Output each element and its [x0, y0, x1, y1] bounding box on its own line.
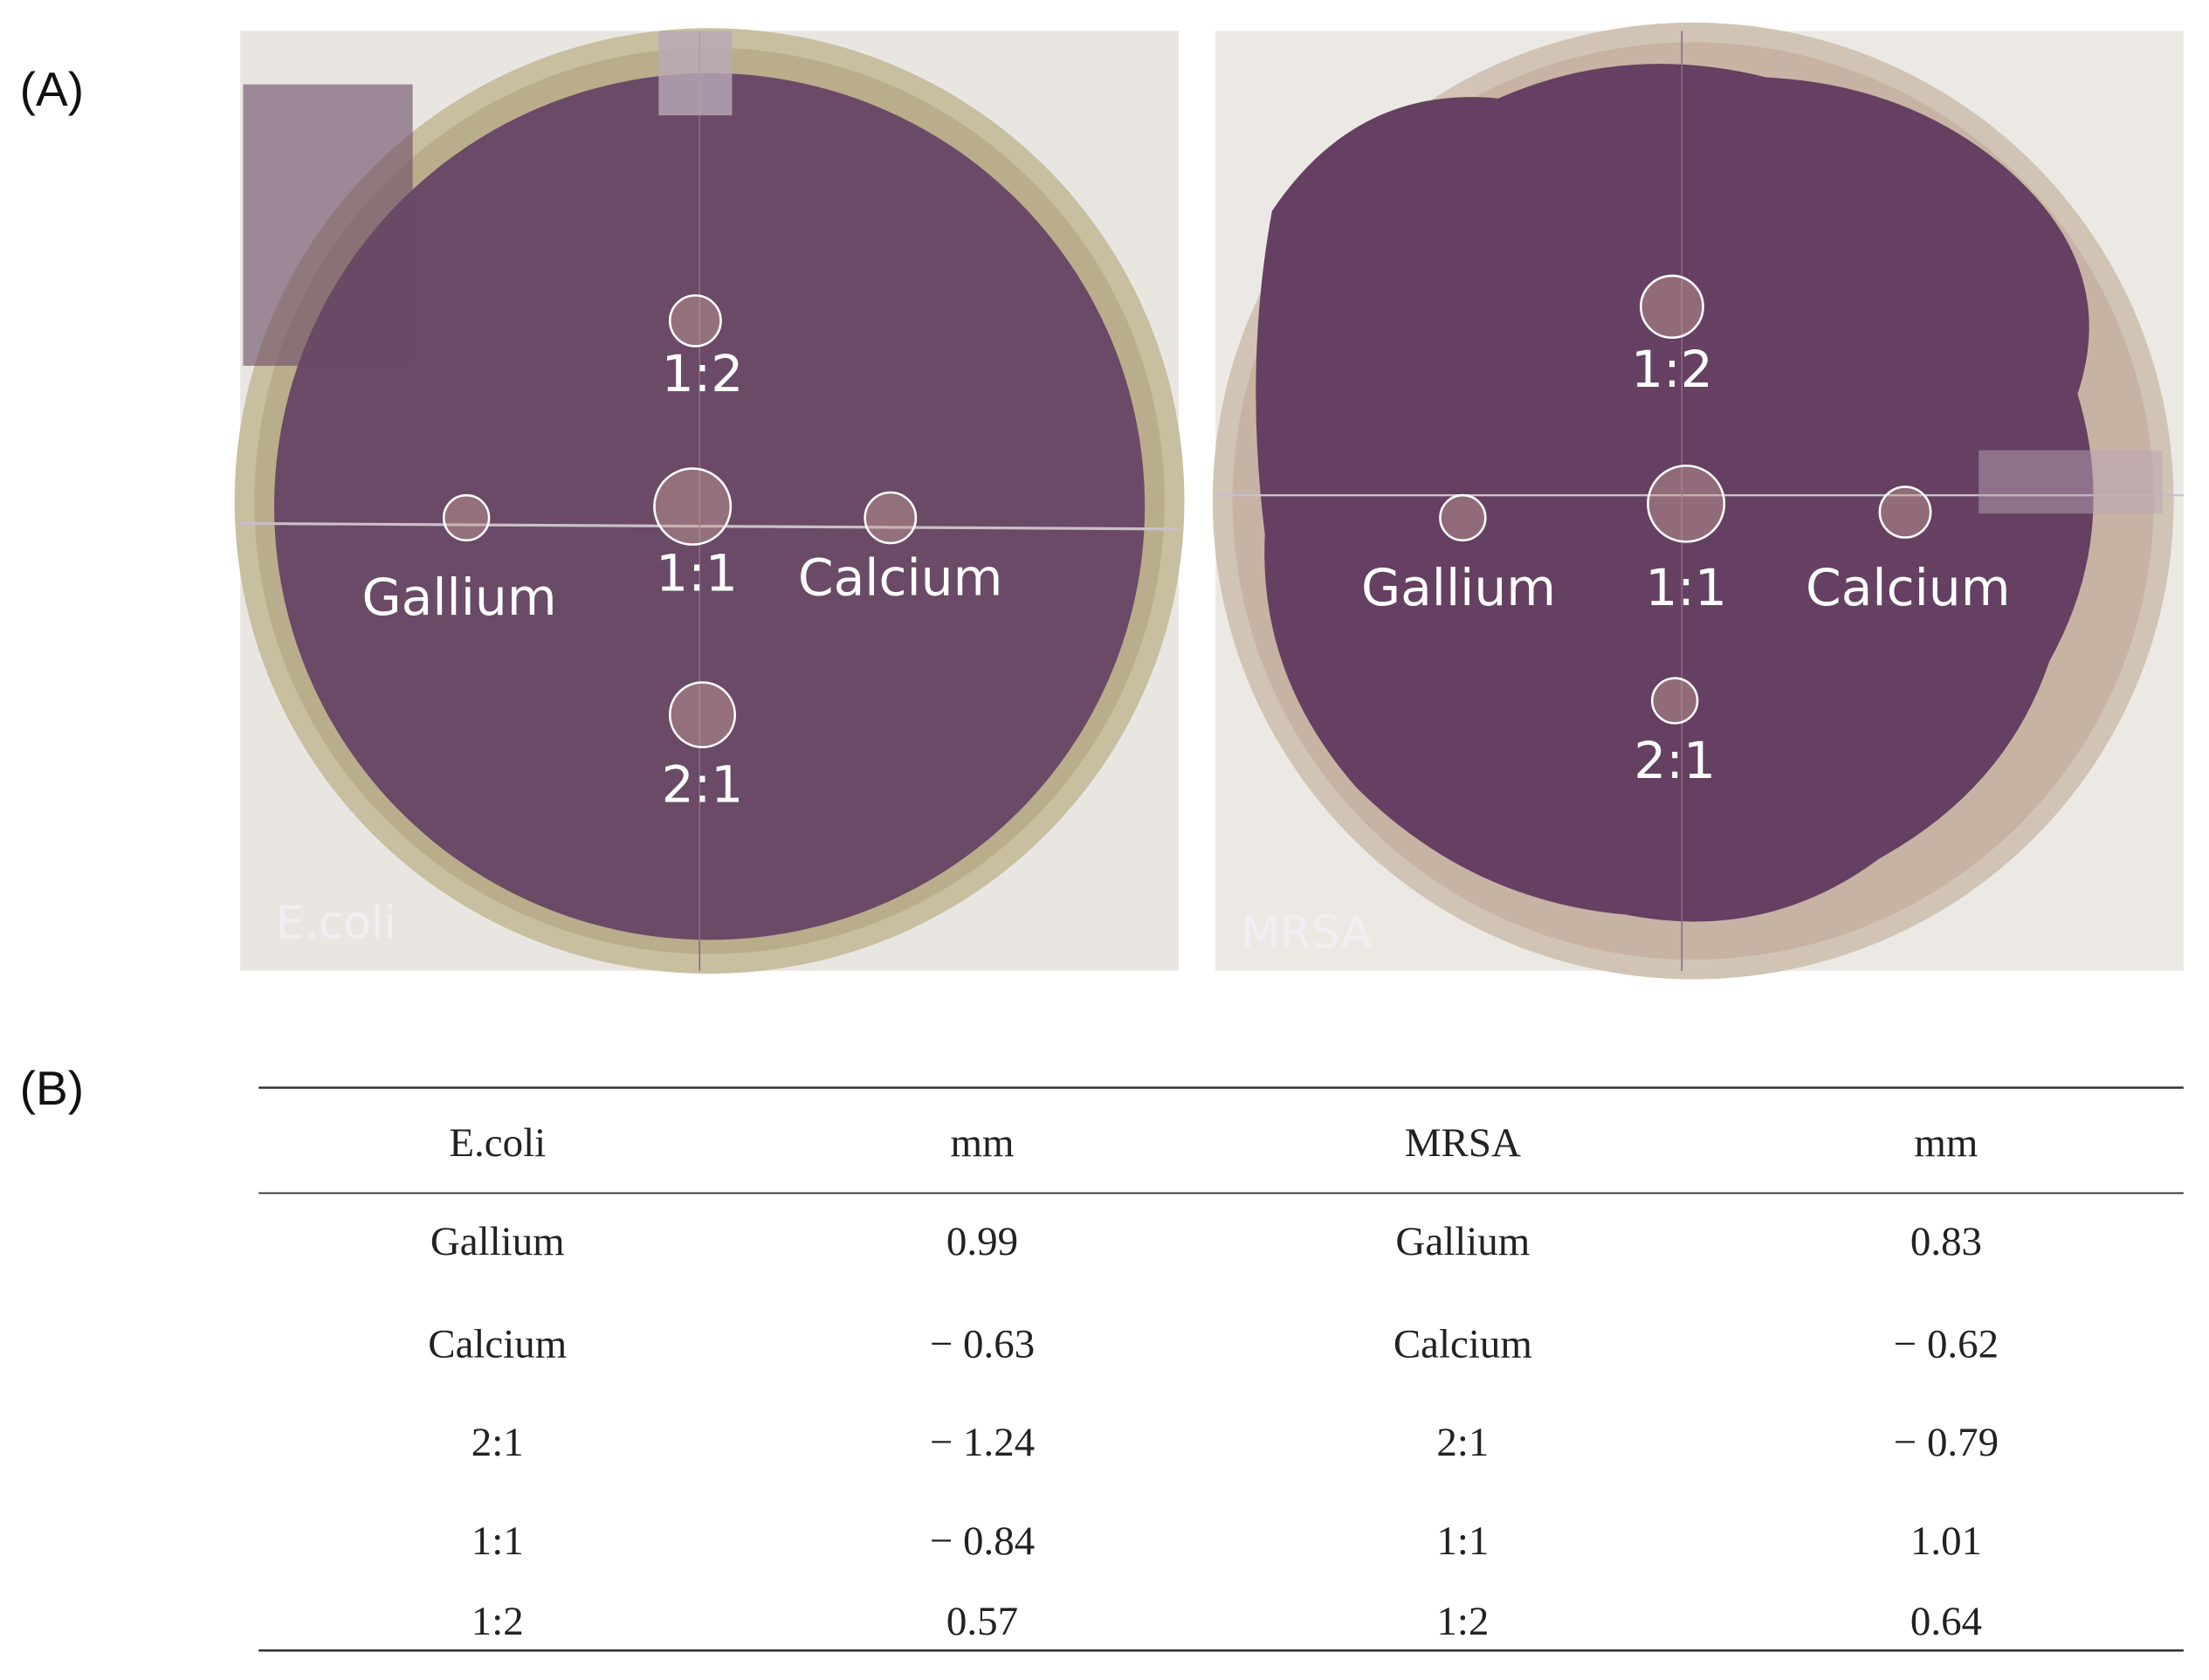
well-label: 1:1: [656, 544, 738, 603]
panel-label: (A): [20, 62, 84, 116]
table-cell: 2:1: [471, 1420, 524, 1465]
table-header: E.coli: [449, 1120, 546, 1166]
plate-name: MRSA: [1241, 907, 1372, 960]
table-cell: − 1.24: [930, 1420, 1035, 1465]
table-cell: Calcium: [428, 1322, 567, 1367]
well-label: Gallium: [1361, 558, 1556, 617]
well-label: Calcium: [798, 548, 1002, 608]
table-header: mm: [950, 1120, 1014, 1166]
table-cell: Gallium: [1395, 1219, 1530, 1264]
table-cell: 0.83: [1910, 1219, 1982, 1264]
table-cell: − 0.63: [930, 1322, 1035, 1367]
table-cell: 1:2: [1436, 1599, 1489, 1644]
table-cell: 0.64: [1910, 1599, 1982, 1644]
table-cell: 0.57: [946, 1599, 1018, 1644]
table-cell: 0.99: [946, 1219, 1018, 1264]
table-cell: 1:2: [471, 1599, 524, 1644]
well-label: Calcium: [1806, 558, 2010, 617]
well-label: 2:1: [1634, 731, 1716, 790]
table-header: mm: [1914, 1120, 1978, 1166]
well-label: 1:2: [1631, 340, 1713, 399]
table-header: MRSA: [1405, 1120, 1521, 1166]
table-cell: 1:1: [1436, 1518, 1489, 1564]
plate-photo: [234, 28, 1185, 974]
well-label: Gallium: [362, 568, 557, 627]
plate-photo: [1212, 22, 2184, 980]
table-cell: 1:1: [471, 1518, 524, 1564]
table-cell: Calcium: [1394, 1322, 1532, 1367]
well-label: 1:2: [662, 344, 744, 403]
table-cell: − 0.84: [930, 1518, 1035, 1564]
table-cell: 1.01: [1910, 1518, 1982, 1564]
table-cell: − 0.62: [1894, 1322, 1999, 1367]
panel-label: (B): [20, 1061, 84, 1115]
table-cell: 2:1: [1436, 1420, 1489, 1465]
well-label: 2:1: [662, 755, 744, 815]
table-cell: Gallium: [430, 1219, 565, 1264]
table-cell: − 0.79: [1894, 1420, 1999, 1465]
plate-name: E.coli: [276, 897, 396, 949]
well-label: 1:1: [1645, 558, 1727, 617]
